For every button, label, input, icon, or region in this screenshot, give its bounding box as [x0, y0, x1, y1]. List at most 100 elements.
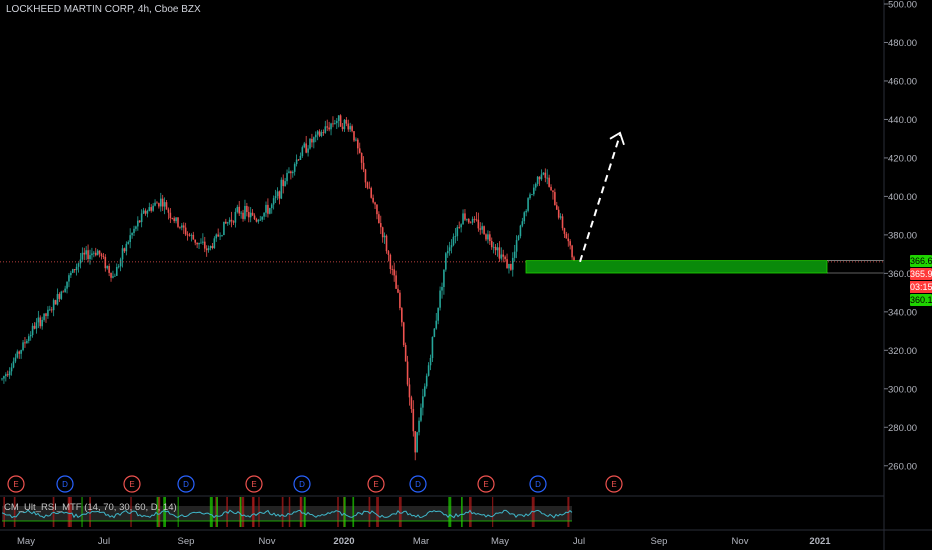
candle-body — [492, 246, 495, 248]
dividend-event-icon[interactable] — [56, 475, 74, 493]
candle-body — [422, 396, 424, 408]
candle-body — [571, 245, 573, 258]
support-zone[interactable] — [525, 260, 828, 274]
candle-body — [140, 213, 143, 223]
candle-body — [494, 246, 497, 251]
candle-body — [557, 209, 560, 218]
event-letter: D — [62, 480, 68, 489]
projection-arrow[interactable] — [579, 134, 621, 263]
candle-body — [167, 209, 170, 213]
candle-body — [56, 294, 59, 305]
candle-body — [98, 250, 101, 254]
candle-body — [89, 255, 91, 259]
candle-body — [458, 227, 461, 229]
candle-body — [538, 176, 541, 180]
candle-body — [1, 378, 3, 380]
candle-body — [376, 204, 378, 215]
candle-body — [236, 206, 239, 212]
candle-body — [198, 242, 200, 245]
earnings-event-icon[interactable] — [367, 475, 385, 493]
candle-body — [536, 176, 539, 184]
candle-body — [295, 159, 298, 165]
candle-body — [100, 253, 103, 257]
earnings-event-icon[interactable] — [245, 475, 263, 493]
candle-body — [448, 247, 451, 251]
candle-body — [41, 319, 43, 327]
earnings-event-icon[interactable] — [123, 475, 141, 493]
candle-body — [169, 212, 172, 219]
candle-body — [496, 247, 499, 251]
candle-body — [368, 187, 371, 189]
x-tick-label: Mar — [413, 536, 429, 547]
candle-body — [347, 123, 350, 130]
dividend-event-icon[interactable] — [293, 475, 311, 493]
earnings-event-icon[interactable] — [7, 475, 25, 493]
dividend-event-icon[interactable] — [409, 475, 427, 493]
candle-body — [274, 196, 277, 199]
candle-body — [303, 143, 306, 148]
rsi-signal-bar — [252, 497, 255, 527]
y-tick-label: 400.00 — [888, 192, 917, 203]
candle-body — [414, 431, 417, 453]
candle-body — [548, 177, 550, 187]
candle-body — [479, 228, 482, 230]
rsi-signal-bar — [258, 497, 260, 527]
candle-body — [276, 191, 279, 197]
candle-body — [511, 257, 514, 270]
candle-body — [186, 234, 189, 236]
candle-body — [313, 137, 315, 143]
candle-body — [288, 171, 290, 173]
rsi-signal-bar — [156, 497, 160, 527]
candle-body — [12, 361, 15, 368]
candle-body — [62, 291, 65, 293]
candle-body — [244, 206, 246, 219]
candle-body — [146, 210, 149, 214]
candle-body — [500, 254, 503, 259]
candle-body — [68, 275, 70, 282]
dividend-event-icon[interactable] — [529, 475, 547, 493]
candle-body — [519, 225, 522, 237]
candle-body — [469, 222, 472, 224]
candle-body — [322, 132, 325, 134]
rsi-signal-bar — [81, 497, 83, 527]
candle-body — [87, 250, 89, 259]
earnings-event-icon[interactable] — [605, 475, 623, 493]
candle-body — [546, 177, 549, 179]
candle-body — [137, 220, 139, 227]
candle-body — [52, 300, 55, 311]
x-axis[interactable]: May Jul Sep Nov 2020 Mar May Jul Sep Nov 2021 — [0, 529, 932, 547]
candle-body — [196, 242, 198, 245]
y-tick-label: 500.00 — [888, 0, 917, 11]
event-letter: D — [535, 480, 541, 489]
candle-body — [215, 234, 218, 239]
candle-body — [410, 397, 413, 409]
candle-body — [228, 219, 231, 223]
y-axis[interactable]: 500.00 480.00 460.00 440.00 420.00 400.00 380.… — [883, 0, 917, 550]
price-tag-current: 365.95 — [910, 268, 932, 280]
candle-body — [213, 238, 216, 249]
y-tick-label: 480.00 — [888, 38, 917, 49]
candle-body — [517, 236, 520, 241]
candle-body — [357, 139, 359, 149]
x-tick-label: May — [17, 536, 35, 547]
candle-body — [569, 241, 571, 246]
candle-body — [133, 228, 135, 233]
candle-body — [234, 211, 237, 223]
dividend-event-icon[interactable] — [177, 475, 195, 493]
candle-body — [454, 236, 457, 237]
candle-body — [383, 235, 386, 238]
candle-body — [129, 235, 131, 243]
x-tick-label: Nov — [732, 536, 749, 547]
candle-body — [489, 234, 491, 242]
candle-body — [393, 269, 395, 276]
candle-body — [247, 211, 250, 218]
candle-body — [125, 243, 128, 252]
rsi-signal-bar — [89, 497, 91, 527]
rsi-signal-bar — [376, 497, 379, 527]
earnings-event-icon[interactable] — [477, 475, 495, 493]
candle-body — [550, 186, 552, 191]
rsi-signal-bar — [215, 497, 217, 527]
rsi-signal-bar — [352, 497, 355, 527]
